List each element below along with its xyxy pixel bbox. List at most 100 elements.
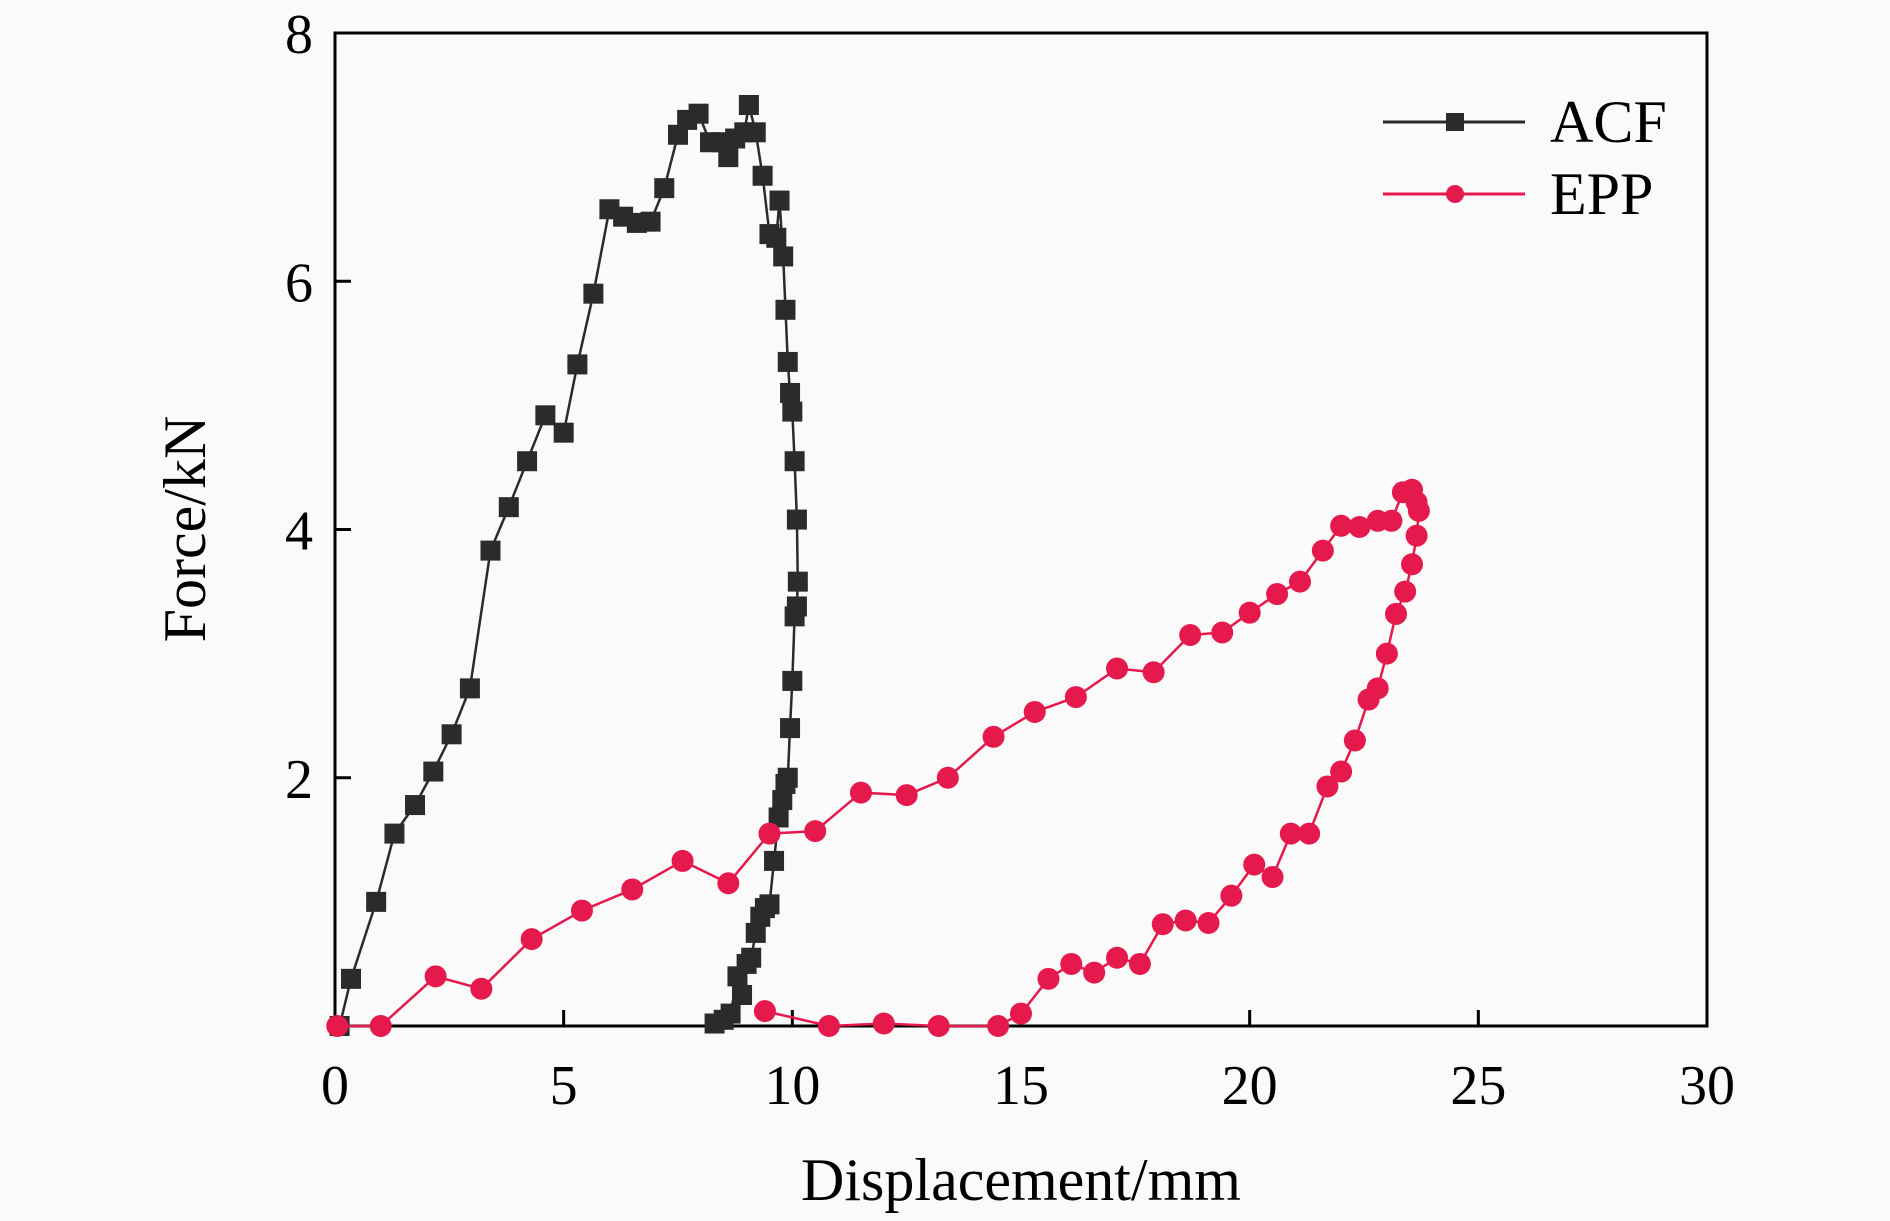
- data-point-epp: [804, 820, 827, 843]
- x-tick-label: 0: [321, 1055, 349, 1117]
- x-axis-title: Displacement/mm: [801, 1147, 1241, 1213]
- y-tick-label: 2: [285, 749, 313, 811]
- data-point-epp: [1010, 1002, 1032, 1025]
- data-point-epp: [753, 1000, 776, 1023]
- data-point-acf: [769, 190, 790, 211]
- data-point-acf: [498, 497, 519, 518]
- data-point-acf: [441, 724, 462, 745]
- data-point-acf: [718, 147, 739, 168]
- data-point-epp: [717, 872, 740, 895]
- data-point-epp: [1151, 913, 1174, 936]
- data-point-acf: [704, 1013, 725, 1034]
- data-point-acf: [784, 606, 805, 627]
- data-point-epp: [1348, 516, 1371, 539]
- data-point-epp: [1330, 514, 1353, 537]
- data-point-acf: [341, 968, 362, 989]
- data-point-acf: [727, 966, 748, 987]
- data-point-acf: [459, 678, 480, 699]
- data-point-epp: [1023, 700, 1046, 723]
- data-point-acf: [517, 451, 538, 472]
- data-point-epp: [1083, 961, 1106, 984]
- data-point-acf: [366, 891, 387, 912]
- data-point-epp: [927, 1015, 950, 1037]
- data-point-acf: [775, 773, 796, 794]
- data-point-epp: [1174, 909, 1197, 932]
- data-point-acf: [772, 790, 793, 811]
- data-point-acf: [480, 540, 501, 561]
- data-point-acf: [787, 571, 808, 592]
- data-point-epp: [1243, 853, 1266, 876]
- data-point-acf: [738, 94, 759, 115]
- data-point-epp: [1211, 621, 1234, 644]
- x-tick-label: 30: [1679, 1055, 1735, 1117]
- data-point-epp: [1238, 601, 1261, 624]
- data-point-epp: [671, 849, 694, 872]
- data-point-epp: [1197, 911, 1220, 934]
- legend-label-epp: EPP: [1550, 161, 1653, 227]
- data-point-acf: [773, 246, 794, 267]
- data-point-acf: [750, 906, 771, 927]
- data-point-epp: [1261, 866, 1284, 889]
- data-point-epp: [1060, 952, 1083, 975]
- data-point-epp: [982, 725, 1005, 748]
- data-point-acf: [786, 509, 807, 530]
- data-point-acf: [745, 122, 766, 143]
- data-point-acf: [782, 670, 803, 691]
- data-point-epp: [326, 1015, 349, 1037]
- y-axis-title: Force/kN: [152, 416, 218, 643]
- data-point-epp: [1330, 760, 1353, 783]
- data-point-epp: [1405, 524, 1428, 547]
- data-point-epp: [1316, 775, 1339, 798]
- series-acf: [329, 94, 808, 1036]
- data-point-acf: [567, 354, 588, 375]
- data-point-epp: [1407, 499, 1430, 522]
- legend-label-acf: ACF: [1550, 89, 1667, 155]
- data-point-epp: [1298, 822, 1321, 845]
- data-point-acf: [553, 422, 574, 443]
- data-point-epp: [895, 784, 918, 807]
- data-point-epp: [1106, 946, 1129, 969]
- data-point-acf: [775, 299, 796, 320]
- series-epp: [326, 478, 1430, 1037]
- y-tick-label: 4: [285, 501, 313, 563]
- data-point-acf: [405, 795, 426, 816]
- data-point-epp: [1288, 570, 1311, 593]
- data-point-epp: [1279, 822, 1302, 845]
- data-point-epp: [1142, 661, 1165, 684]
- data-point-epp: [1037, 967, 1060, 990]
- data-point-acf: [423, 761, 444, 782]
- x-tick-label: 20: [1222, 1055, 1278, 1117]
- y-tick-label: 6: [285, 252, 313, 314]
- data-point-epp: [424, 965, 447, 988]
- data-point-acf: [583, 283, 604, 304]
- x-tick-label: 15: [993, 1055, 1049, 1117]
- data-point-acf: [654, 178, 675, 199]
- data-point-epp: [1375, 642, 1398, 665]
- data-point-epp: [470, 977, 493, 1000]
- data-point-acf: [764, 850, 785, 871]
- data-point-acf: [777, 351, 798, 372]
- data-point-epp: [1385, 602, 1408, 625]
- data-point-acf: [768, 807, 789, 828]
- data-point-epp: [1343, 729, 1366, 752]
- data-point-epp: [1401, 553, 1424, 576]
- legend-item-epp: EPP: [1383, 161, 1653, 227]
- x-tick-label: 10: [764, 1055, 820, 1117]
- data-point-epp: [817, 1015, 840, 1037]
- legend-marker-epp: [1446, 185, 1464, 203]
- data-point-acf: [640, 211, 661, 232]
- data-point-epp: [936, 766, 959, 789]
- data-point-acf: [535, 405, 556, 426]
- data-point-epp: [520, 928, 543, 951]
- x-tick-label: 5: [550, 1055, 578, 1117]
- data-point-epp: [987, 1015, 1010, 1037]
- data-point-epp: [1220, 884, 1243, 907]
- data-point-epp: [621, 878, 644, 901]
- data-point-acf: [784, 451, 805, 472]
- x-axis: 0 5 10 15 20 25 30: [321, 1010, 1735, 1117]
- data-point-epp: [1311, 539, 1334, 562]
- data-point-epp: [1266, 583, 1289, 606]
- series-layer: [326, 94, 1430, 1037]
- legend-marker-acf: [1446, 113, 1464, 131]
